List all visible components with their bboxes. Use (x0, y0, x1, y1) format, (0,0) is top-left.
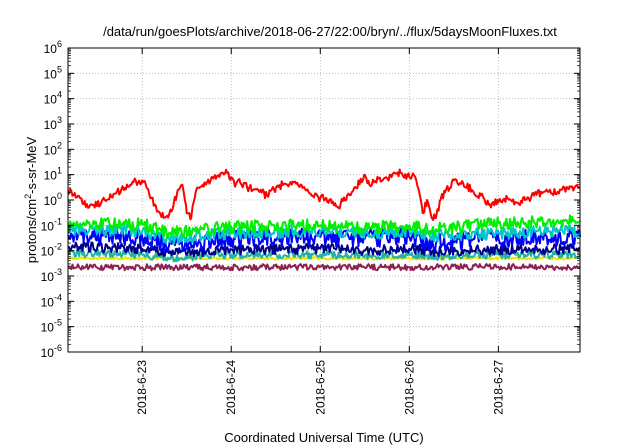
y-tick-label: 10-3 (41, 267, 62, 284)
series-layer (67, 168, 582, 272)
y-tick-label-base: 10 (44, 194, 58, 208)
y-tick-label-base: 10 (41, 321, 55, 335)
y-tick-label-base: 10 (44, 67, 58, 81)
y-tick-label: 103 (44, 115, 62, 132)
y-tick-label: 10-1 (41, 216, 62, 233)
y-tick-label-base: 10 (41, 295, 55, 309)
y-tick-label: 10-2 (41, 242, 62, 259)
y-tick-label: 102 (44, 140, 62, 157)
y-tick-label-exponent: -6 (54, 343, 62, 353)
y-tick-label-base: 10 (41, 245, 55, 259)
y-tick-label: 10-5 (41, 318, 62, 335)
y-tick-label-exponent: 1 (57, 166, 62, 176)
y-tick-label-exponent: -3 (54, 267, 62, 277)
x-tick-label: 2018-6-26 (402, 360, 416, 415)
y-axis-label-sup: 2 (23, 194, 33, 199)
y-tick-label: 100 (44, 191, 62, 208)
y-axis-label: protons/cm2-s-sr-MeV (23, 136, 39, 263)
y-tick-label-base: 10 (41, 270, 55, 284)
x-axis-label: Coordinated Universal Time (UTC) (224, 430, 423, 445)
y-tick-label: 10-6 (41, 343, 62, 360)
y-axis-label-main: protons/cm (24, 199, 39, 263)
y-tick-label-exponent: -1 (54, 216, 62, 226)
y-tick-label-exponent: 6 (57, 39, 62, 49)
series-line (67, 263, 581, 272)
y-tick-label-exponent: 4 (57, 90, 62, 100)
x-tick-label: 2018-6-25 (313, 360, 327, 415)
y-tick-label-exponent: 2 (57, 140, 62, 150)
x-tick-label: 2018-6-27 (491, 360, 505, 415)
y-tick-label-base: 10 (44, 42, 58, 56)
y-tick-label-base: 10 (41, 219, 55, 233)
y-tick-label-exponent: 0 (57, 191, 62, 201)
y-axis-label-rest: -s-sr-MeV (24, 136, 39, 193)
series-line (67, 168, 581, 221)
y-tick-label-exponent: 5 (57, 64, 62, 74)
y-tick-label-base: 10 (44, 143, 58, 157)
x-axis: 2018-6-23 2018-6-24 2018-6-25 2018-6-26 2018… (135, 48, 505, 415)
y-tick-label: 105 (44, 64, 62, 81)
x-tick-label: 2018-6-24 (224, 360, 238, 415)
y-tick-label-base: 10 (44, 169, 58, 183)
y-tick-label: 101 (44, 166, 62, 183)
series-line (67, 241, 581, 258)
y-tick-label: 104 (44, 90, 62, 107)
y-tick-label-exponent: -4 (54, 292, 62, 302)
y-tick-label-exponent: -2 (54, 242, 62, 252)
y-tick-label-base: 10 (44, 118, 58, 132)
x-tick-label: 2018-6-23 (135, 360, 149, 415)
y-tick-label-exponent: 3 (57, 115, 62, 125)
y-tick-label-base: 10 (44, 93, 58, 107)
series-line (67, 214, 581, 239)
series-line (67, 222, 582, 246)
y-tick-label: 106 (44, 39, 62, 56)
chart-title: /data/run/goesPlots/archive/2018-06-27/2… (103, 24, 557, 39)
y-axis: 10-610-510-410-310-210-11001011021031041… (41, 39, 580, 360)
y-tick-label: 10-4 (41, 292, 62, 309)
y-tick-label-exponent: -5 (54, 318, 62, 328)
y-tick-label-base: 10 (41, 346, 55, 360)
